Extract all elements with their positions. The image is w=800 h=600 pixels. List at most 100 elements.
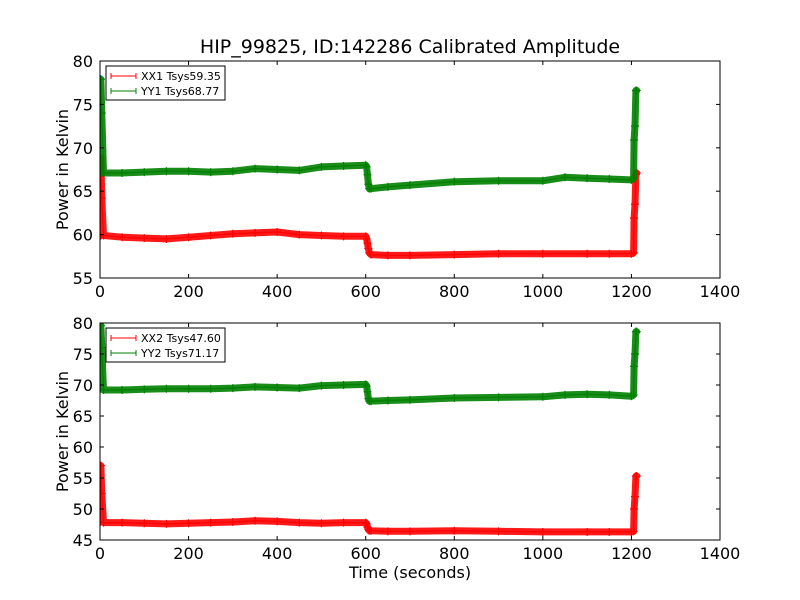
data-point bbox=[630, 214, 639, 223]
data-point bbox=[383, 251, 392, 260]
x-tick-label: 1200 bbox=[611, 544, 652, 563]
data-point bbox=[317, 231, 326, 240]
data-point bbox=[630, 350, 639, 358]
data-point bbox=[450, 250, 459, 259]
y-tick-label: 70 bbox=[73, 139, 93, 158]
data-point bbox=[629, 174, 638, 183]
data-point bbox=[367, 184, 376, 193]
legend-box bbox=[105, 327, 226, 363]
data-point bbox=[317, 519, 326, 528]
plot-area bbox=[100, 323, 641, 536]
legend-marker bbox=[110, 73, 137, 79]
data-point bbox=[100, 109, 106, 118]
data-point bbox=[339, 381, 348, 389]
data-point bbox=[273, 517, 282, 526]
data-point bbox=[630, 505, 639, 513]
data-point bbox=[538, 392, 547, 401]
data-point bbox=[632, 86, 641, 95]
data-point bbox=[118, 518, 127, 527]
data-point bbox=[339, 232, 348, 241]
y-tick-label: 75 bbox=[73, 95, 93, 114]
data-point bbox=[629, 390, 638, 399]
data-point bbox=[228, 384, 237, 393]
x-tick-label: 0 bbox=[95, 544, 105, 563]
data-point bbox=[206, 231, 215, 240]
legend-marker bbox=[110, 335, 137, 341]
data-point bbox=[228, 167, 237, 176]
data-point bbox=[605, 175, 614, 184]
data-point bbox=[362, 382, 371, 391]
data-point bbox=[162, 234, 171, 243]
data-point bbox=[162, 519, 171, 528]
top-panel: 0 200 400 600 800 1000 1200 1400 55 60 65 70 75 80 Pow… bbox=[53, 52, 740, 301]
chart-title: HIP_99825, ID:142286 Calibrated Amplitud… bbox=[200, 36, 620, 58]
data-point bbox=[162, 384, 171, 393]
legend-label: YY2 Tsys71.17 bbox=[140, 347, 219, 360]
data-point bbox=[206, 518, 215, 527]
data-point bbox=[339, 518, 348, 527]
data-point bbox=[605, 527, 614, 536]
data-point bbox=[630, 492, 639, 501]
axes-frame bbox=[99, 322, 721, 541]
data-point bbox=[118, 233, 127, 242]
data-point bbox=[383, 182, 392, 191]
data-point bbox=[100, 232, 104, 241]
data-point bbox=[100, 168, 108, 177]
data-point bbox=[406, 527, 414, 536]
x-tick-label: 600 bbox=[350, 544, 381, 563]
data-point bbox=[295, 166, 304, 175]
data-point bbox=[100, 194, 106, 203]
data-point bbox=[383, 527, 392, 536]
data-point bbox=[363, 170, 372, 179]
data-point bbox=[228, 229, 237, 238]
data-point bbox=[100, 518, 104, 527]
data-point bbox=[361, 380, 370, 389]
x-tick-label: 800 bbox=[439, 544, 470, 563]
data-point bbox=[583, 527, 592, 536]
y-tick-label: 70 bbox=[73, 376, 93, 395]
data-point bbox=[295, 518, 304, 527]
data-point bbox=[561, 173, 569, 182]
data-point bbox=[494, 249, 503, 258]
data-point bbox=[494, 393, 503, 402]
data-point bbox=[629, 248, 638, 257]
data-point bbox=[364, 180, 373, 189]
data-point bbox=[494, 176, 503, 185]
axes-frame bbox=[99, 60, 721, 279]
data-point bbox=[100, 75, 105, 84]
y-tick-label: 60 bbox=[73, 438, 93, 457]
series-band-1 bbox=[100, 462, 641, 536]
x-tick-label: 400 bbox=[262, 282, 293, 301]
data-point bbox=[317, 381, 326, 390]
x-tick-label: 200 bbox=[173, 544, 204, 563]
data-point bbox=[100, 231, 108, 240]
data-point bbox=[367, 526, 376, 535]
data-point bbox=[118, 385, 127, 394]
legend: XX1 Tsys59.35 YY1 Tsys68.77 bbox=[105, 65, 226, 101]
data-point bbox=[100, 489, 106, 498]
data-point bbox=[184, 384, 193, 393]
data-point bbox=[363, 239, 372, 248]
data-point bbox=[561, 390, 569, 399]
data-point bbox=[630, 200, 639, 209]
y-tick-label: 45 bbox=[73, 531, 93, 550]
data-point bbox=[206, 168, 215, 177]
x-tick-label: 1400 bbox=[700, 282, 741, 301]
data-point bbox=[632, 327, 641, 336]
data-point bbox=[605, 390, 614, 399]
plot-area bbox=[100, 75, 641, 260]
bottom-panel: 0 200 400 600 800 1000 1200 1400 45 50 55 60 65 70 75 8… bbox=[53, 314, 740, 563]
data-point bbox=[406, 251, 414, 260]
data-point bbox=[206, 384, 215, 393]
y-tick-label: 80 bbox=[73, 52, 93, 71]
data-point bbox=[632, 472, 641, 481]
data-point bbox=[583, 249, 592, 258]
legend-marker bbox=[110, 350, 137, 356]
y-tick-label: 75 bbox=[73, 345, 93, 364]
legend-label: XX2 Tsys47.60 bbox=[141, 332, 221, 345]
data-point bbox=[100, 385, 104, 394]
data-point bbox=[383, 396, 392, 405]
x-tick-label: 1200 bbox=[611, 282, 652, 301]
data-point bbox=[118, 168, 127, 177]
